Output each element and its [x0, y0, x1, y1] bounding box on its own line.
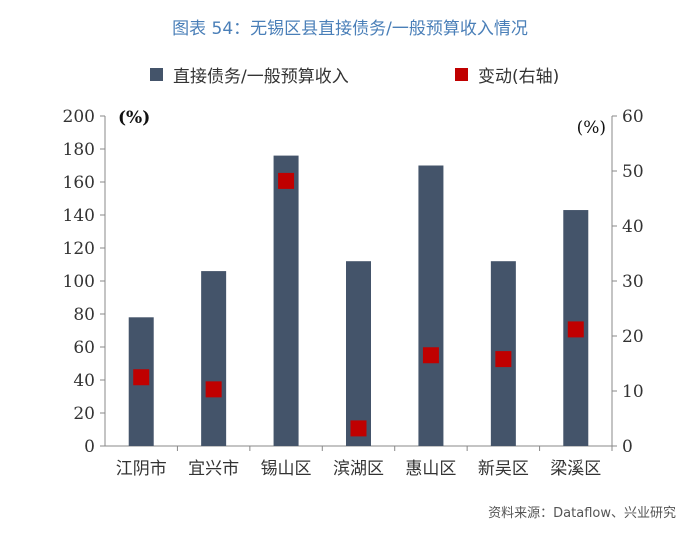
y-tick-label-left: 40	[73, 371, 95, 391]
bar	[201, 271, 227, 446]
y-tick-label-left: 120	[63, 239, 95, 259]
x-tick-label: 锡山区	[261, 459, 312, 479]
y-tick-label-left: 180	[63, 140, 95, 160]
legend: 直接债务/一般预算收入 变动(右轴)	[0, 62, 700, 90]
y-tick-label-left: 60	[73, 338, 95, 358]
chart-title: 图表 54：无锡区县直接债务/一般预算收入情况	[172, 19, 528, 39]
y-tick-label-right: 30	[622, 272, 644, 292]
y-tick-label-right: 0	[622, 437, 633, 457]
x-tick-label: 宜兴市	[188, 459, 239, 479]
y-tick-label-left: 160	[63, 173, 95, 193]
legend-swatch-bars	[150, 68, 163, 81]
y-tick-label-right: 40	[622, 217, 644, 237]
y-tick-label-right: 10	[622, 382, 644, 402]
legend-item-markers: 变动(右轴)	[455, 62, 559, 87]
y-tick-label-right: 60	[622, 107, 644, 127]
y-tick-label-left: 200	[63, 107, 95, 127]
x-tick-label: 新吴区	[478, 459, 529, 479]
change-marker	[422, 347, 439, 364]
bar	[273, 155, 299, 446]
change-marker	[495, 351, 512, 368]
legend-label-bars: 直接债务/一般预算收入	[173, 67, 349, 87]
x-tick-label: 梁溪区	[550, 459, 601, 479]
legend-swatch-markers	[455, 68, 468, 81]
bar	[346, 261, 371, 446]
x-tick-label: 惠山区	[405, 459, 456, 479]
change-marker	[350, 420, 367, 437]
y-tick-label-left: 80	[73, 305, 95, 325]
change-marker	[278, 172, 295, 189]
y-tick-label-right: 50	[622, 162, 644, 182]
y-axis-left-label: (%)	[118, 108, 150, 128]
x-tick-label: 江阴市	[116, 459, 167, 479]
x-tick-label: 滨湖区	[333, 459, 384, 479]
y-tick-label-right: 20	[622, 327, 644, 347]
bar	[418, 165, 444, 446]
change-marker	[133, 369, 150, 386]
y-tick-label-left: 0	[84, 437, 95, 457]
legend-label-markers: 变动(右轴)	[478, 67, 560, 87]
y-tick-label-left: 140	[63, 206, 95, 226]
change-marker	[567, 321, 584, 338]
y-tick-label-left: 100	[63, 272, 95, 292]
source-note: 资料来源：Dataflow、兴业研究	[488, 506, 676, 521]
y-axis-right-label: (%)	[577, 118, 606, 138]
y-tick-label-left: 20	[73, 404, 95, 424]
legend-item-bars: 直接债务/一般预算收入	[150, 62, 349, 87]
change-marker	[205, 381, 222, 398]
